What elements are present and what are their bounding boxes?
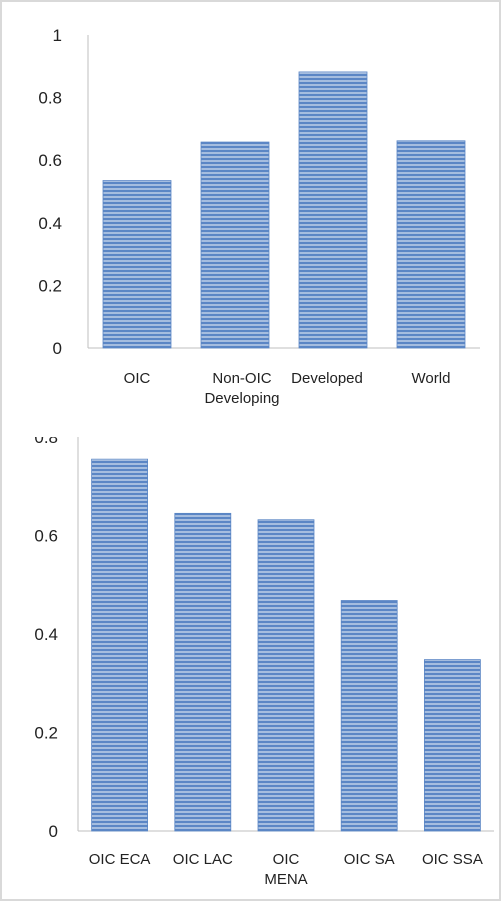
top-y-tick-label: 0.4 <box>38 214 62 233</box>
bottom-x-tick-label: OIC <box>273 851 300 868</box>
top-y-tick-label: 0.8 <box>38 89 62 108</box>
top-x-tick-label: OIC <box>124 370 151 387</box>
top-y-tick-label: 0.6 <box>38 151 62 170</box>
top-bar <box>396 140 466 349</box>
bottom-bar <box>257 519 315 832</box>
bottom-bar <box>340 600 398 832</box>
top-x-tick-label: Developed <box>291 370 363 387</box>
top-x-tick-label: World <box>412 370 451 387</box>
bottom-y-tick-label: 0.2 <box>34 724 58 743</box>
chart-panel-bottom: 0 0.2 0.4 0.6 0.8 OIC ECA OIC LAC OIC MENA OIC SA… <box>0 437 501 901</box>
top-bar <box>298 71 368 349</box>
bottom-bar <box>174 512 232 832</box>
bottom-y-tick-label: 0.4 <box>34 625 58 644</box>
bottom-x-tick-label: OIC ECA <box>89 851 151 868</box>
top-x-tick-label: Developing <box>204 390 279 407</box>
bottom-y-tick-label: 0.8 <box>34 437 58 447</box>
top-y-tick-label: 0.2 <box>38 276 62 295</box>
top-x-tick-label: Non-OIC <box>212 370 271 387</box>
bottom-x-tick-label: OIC LAC <box>173 851 233 868</box>
bottom-bar <box>91 458 148 832</box>
bottom-x-tick-label: OIC SA <box>344 851 395 868</box>
top-y-tick-label: 1 <box>53 26 62 45</box>
top-y-tick-label: 0 <box>53 339 62 358</box>
top-bar <box>102 180 172 349</box>
chart-bottom-svg: 0 0.2 0.4 0.6 0.8 OIC ECA OIC LAC OIC MENA OIC SA… <box>34 437 494 888</box>
bottom-x-tick-label: MENA <box>264 871 307 888</box>
bottom-y-tick-label: 0.6 <box>34 527 58 546</box>
bottom-x-tick-label: OIC SSA <box>422 851 483 868</box>
bottom-y-tick-label: 0 <box>49 822 58 841</box>
chart-top-svg: 0 0.2 0.4 0.6 0.8 1 OIC Non-OIC Developing Develo… <box>38 26 480 407</box>
chart-panel-top: 0 0.2 0.4 0.6 0.8 1 OIC Non-OIC Developing Develo… <box>0 0 501 440</box>
bottom-bar <box>423 659 481 832</box>
top-bar <box>200 141 270 349</box>
